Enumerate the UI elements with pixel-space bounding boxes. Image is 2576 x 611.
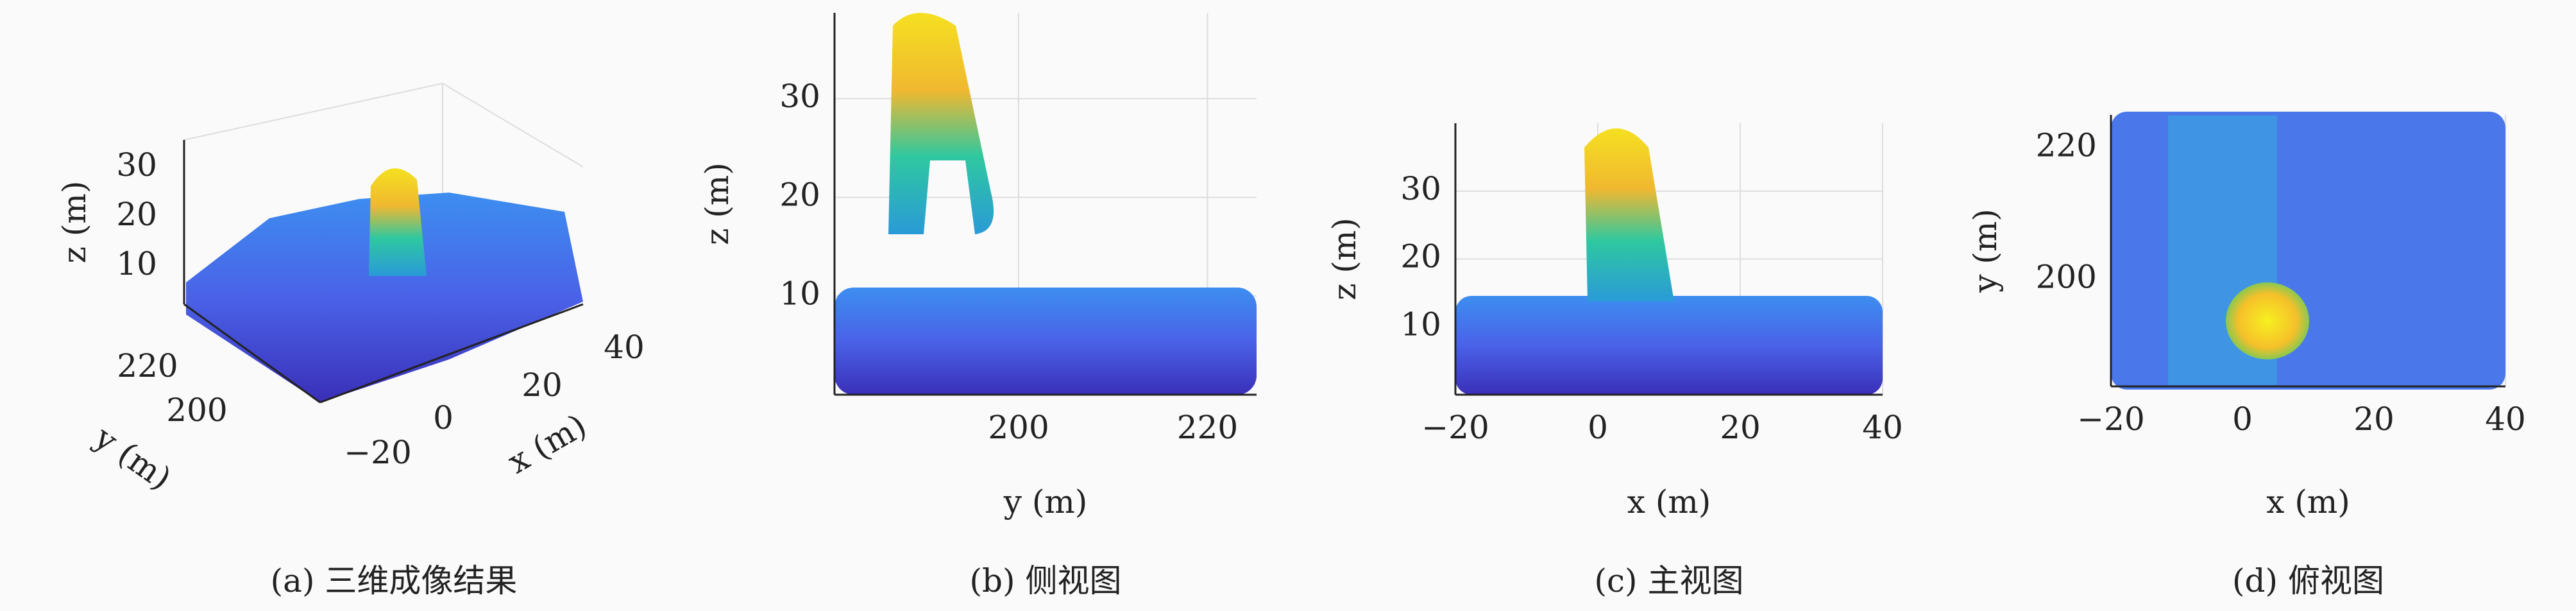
point-cloud — [1455, 296, 1883, 395]
y-tick-label: 20 — [1400, 238, 1441, 275]
y-tick-label: 220 — [117, 347, 178, 384]
y-axis-label: z (m) — [699, 162, 736, 245]
box-edge — [183, 83, 443, 141]
y-tick-label: 30 — [779, 78, 820, 115]
x-tick-label: −20 — [344, 434, 412, 471]
x-tick-label: 20 — [521, 366, 563, 404]
y-tick-label: 30 — [1400, 170, 1441, 207]
x-tick-label: 0 — [433, 399, 453, 436]
point-cloud — [369, 168, 427, 276]
point-cloud — [186, 193, 583, 402]
y-axis-label: y (m) — [1967, 209, 2004, 293]
x-axis-label: x (m) — [502, 407, 593, 481]
x-tick-label: 200 — [988, 409, 1049, 446]
y-tick-label: 220 — [2036, 126, 2097, 164]
y-tick-label: 200 — [166, 392, 227, 429]
caption: (b) 侧视图 — [970, 562, 1122, 599]
panel-a-cloud: 30 20 10 220 200 −20 0 20 40 z (m) y (m)… — [56, 83, 645, 599]
x-tick-label: 40 — [604, 329, 645, 366]
z-tick-label: 20 — [116, 196, 157, 233]
z-tick-label: 10 — [116, 245, 157, 282]
point-cloud — [888, 13, 994, 234]
y-tick-label: 10 — [779, 275, 820, 312]
z-tick-label: 30 — [116, 146, 157, 184]
z-axis-label: z (m) — [56, 181, 93, 264]
x-tick-label: 40 — [1862, 409, 1903, 446]
x-tick-label: 20 — [1720, 409, 1761, 446]
x-axis-label: y (m) — [1003, 483, 1088, 521]
x-tick-label: 0 — [1588, 409, 1608, 446]
point-cloud — [1584, 128, 1674, 302]
y-tick-label: 10 — [1400, 306, 1441, 343]
y-tick-label: 20 — [779, 176, 820, 214]
x-tick-label: 220 — [1177, 409, 1238, 446]
x-tick-label: 0 — [2232, 400, 2253, 438]
y-axis-label: y (m) — [87, 418, 178, 497]
y-axis — [183, 303, 321, 404]
x-axis-label: x (m) — [2266, 483, 2350, 521]
x-tick-label: −20 — [1421, 409, 1489, 446]
x-axis-label: x (m) — [1627, 483, 1711, 521]
caption: (a) 三维成像结果 — [271, 562, 518, 599]
caption: (d) 俯视图 — [2232, 562, 2384, 599]
caption: (c) 主视图 — [1595, 562, 1744, 599]
x-axis — [319, 303, 584, 404]
point-cloud — [835, 288, 1257, 395]
y-axis-label: z (m) — [1326, 218, 1363, 300]
x-tick-label: 40 — [2485, 400, 2526, 438]
point-cloud — [2226, 282, 2309, 359]
y-tick-label: 200 — [2036, 258, 2097, 295]
x-tick-label: 20 — [2353, 400, 2394, 438]
x-tick-label: −20 — [2077, 400, 2145, 438]
box-edge — [442, 83, 584, 168]
